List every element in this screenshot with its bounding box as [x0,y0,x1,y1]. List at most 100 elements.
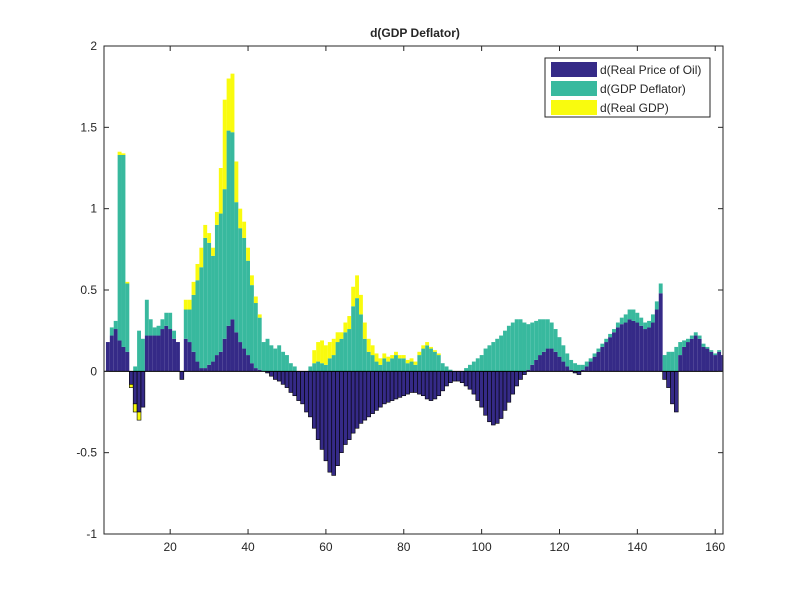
bar-deflator [464,368,468,372]
bar-deflator [222,189,227,339]
bar-oil [666,371,671,388]
bar-gdp [136,411,142,421]
bar-deflator [359,314,363,372]
bar-gdp [203,224,208,238]
bar-deflator [475,358,480,372]
bar-deflator [156,325,161,336]
bar-deflator [432,351,437,372]
bar-gdp [390,355,395,359]
bar-deflator [510,322,515,372]
bar-oil [510,371,516,395]
bar-oil [623,322,628,372]
bar-gdp [347,316,352,330]
chart-title: d(GDP Deflator) [370,26,460,40]
bar-deflator [378,364,383,372]
bar-deflator [121,154,126,347]
y-tick-label: -1 [86,527,97,541]
bar-deflator [627,309,632,320]
bar-gdp [320,340,324,364]
bar-oil [230,319,235,372]
legend: d(Real Price of Oil) d(GDP Deflator) d(Rea… [544,57,711,118]
bar-deflator [140,338,145,372]
bar-oil [588,361,593,372]
bar-oil [631,320,636,372]
bar-oil [152,335,157,372]
bar-oil [565,366,570,372]
bar-deflator [421,348,426,372]
x-tick-label: 20 [164,540,178,554]
bar-deflator [635,312,640,323]
bar-deflator [172,330,177,339]
bar-oil [323,371,329,462]
bar-deflator [331,355,336,372]
bar-oil [183,338,188,372]
bar-deflator [203,237,208,369]
bar-oil [203,368,208,372]
bar-oil [444,371,449,387]
bar-deflator [592,353,597,357]
bar-oil [627,319,632,372]
bar-deflator [160,319,165,330]
bar-deflator [429,348,433,372]
bar-oil [176,342,180,372]
bar-gdp [246,247,250,261]
bar-deflator [366,351,371,372]
bar-gdp [132,403,138,413]
bar-deflator [584,361,589,367]
bar-gdp [394,351,398,356]
bar-deflator [612,329,616,333]
bar-gdp [409,358,414,362]
bar-deflator [207,242,212,365]
x-tick-label: 80 [397,540,411,554]
bar-oil [526,369,531,372]
bar-deflator [117,154,122,341]
bar-deflator [401,358,406,372]
bar-oil [674,371,679,413]
bar-oil [207,364,212,372]
bar-oil [397,371,403,398]
bar-deflator [666,351,671,372]
bar-oil [498,371,504,419]
bar-oil [401,371,407,397]
bar-oil [335,371,340,466]
bar-oil [678,355,683,372]
bar-oil [417,371,422,395]
bar-deflator [697,335,702,339]
bar-oil [541,351,546,372]
bar-deflator [545,319,550,349]
bar-oil [697,338,702,372]
bar-oil [257,369,262,372]
bar-oil [483,371,488,416]
bar-gdp [323,345,328,365]
bar-oil [432,371,438,400]
bar-oil [315,371,321,440]
bar-oil [238,342,243,372]
bar-oil [654,309,659,372]
bar-deflator [413,364,418,372]
bar-gdp [386,356,391,362]
bar-oil [366,371,371,418]
bar-deflator [658,283,663,294]
bar-deflator [619,317,624,325]
bar-oil [136,371,142,413]
bar-deflator [386,361,391,372]
bar-oil [709,351,714,372]
bar-deflator [701,343,706,347]
bar-deflator [425,345,430,372]
bar-oil [168,329,173,372]
bar-deflator [417,355,422,372]
bar-gdp [253,296,258,304]
bar-gdp [436,353,441,356]
bar-gdp [417,351,422,356]
bar-deflator [534,320,539,360]
bar-deflator [503,330,507,372]
bar-oil [347,371,352,440]
bar-oil [487,371,492,423]
bar-deflator [693,332,698,336]
x-tick-label: 100 [472,540,492,554]
bar-gdp [378,358,383,365]
bar-deflator [483,348,488,372]
bar-oil [125,351,130,372]
bar-oil [502,371,508,411]
y-tick-label: 1 [90,202,97,216]
